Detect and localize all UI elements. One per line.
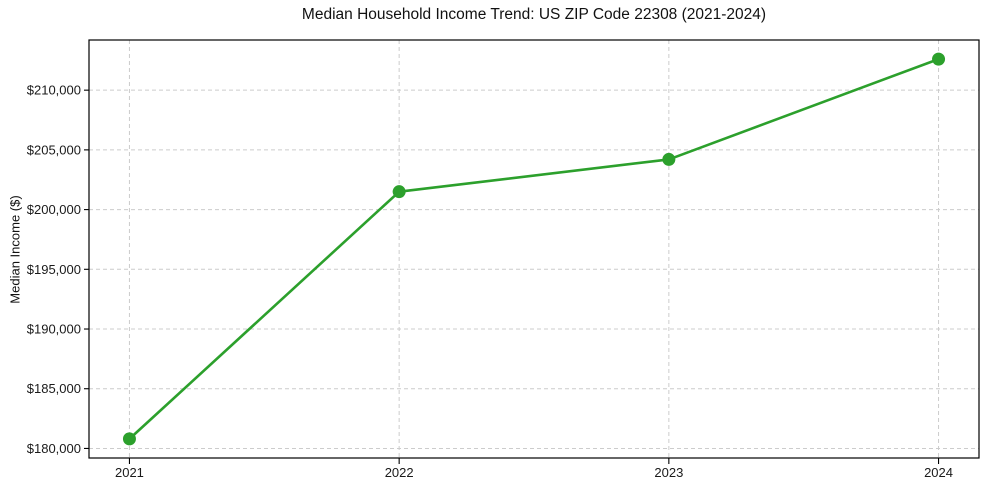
y-tick-label: $180,000 — [27, 441, 81, 456]
x-tick-label: 2023 — [654, 465, 683, 480]
y-tick-label: $190,000 — [27, 322, 81, 337]
y-tick-label: $185,000 — [27, 381, 81, 396]
chart-title: Median Household Income Trend: US ZIP Co… — [301, 6, 767, 23]
x-tick-label: 2024 — [924, 465, 953, 480]
plot-frame — [88, 39, 980, 459]
x-tick-label: 2021 — [115, 465, 144, 480]
series-line — [128, 57, 940, 441]
data-point-marker — [122, 432, 136, 446]
data-point-marker — [392, 185, 406, 199]
y-tick-label: $205,000 — [27, 142, 81, 157]
y-tick-label: $200,000 — [27, 202, 81, 217]
x-tick-label: 2022 — [385, 465, 414, 480]
y-tick-label: $195,000 — [27, 262, 81, 277]
data-point-marker — [932, 52, 946, 66]
y-tick-label: $210,000 — [27, 83, 81, 98]
data-point-marker — [662, 152, 676, 166]
